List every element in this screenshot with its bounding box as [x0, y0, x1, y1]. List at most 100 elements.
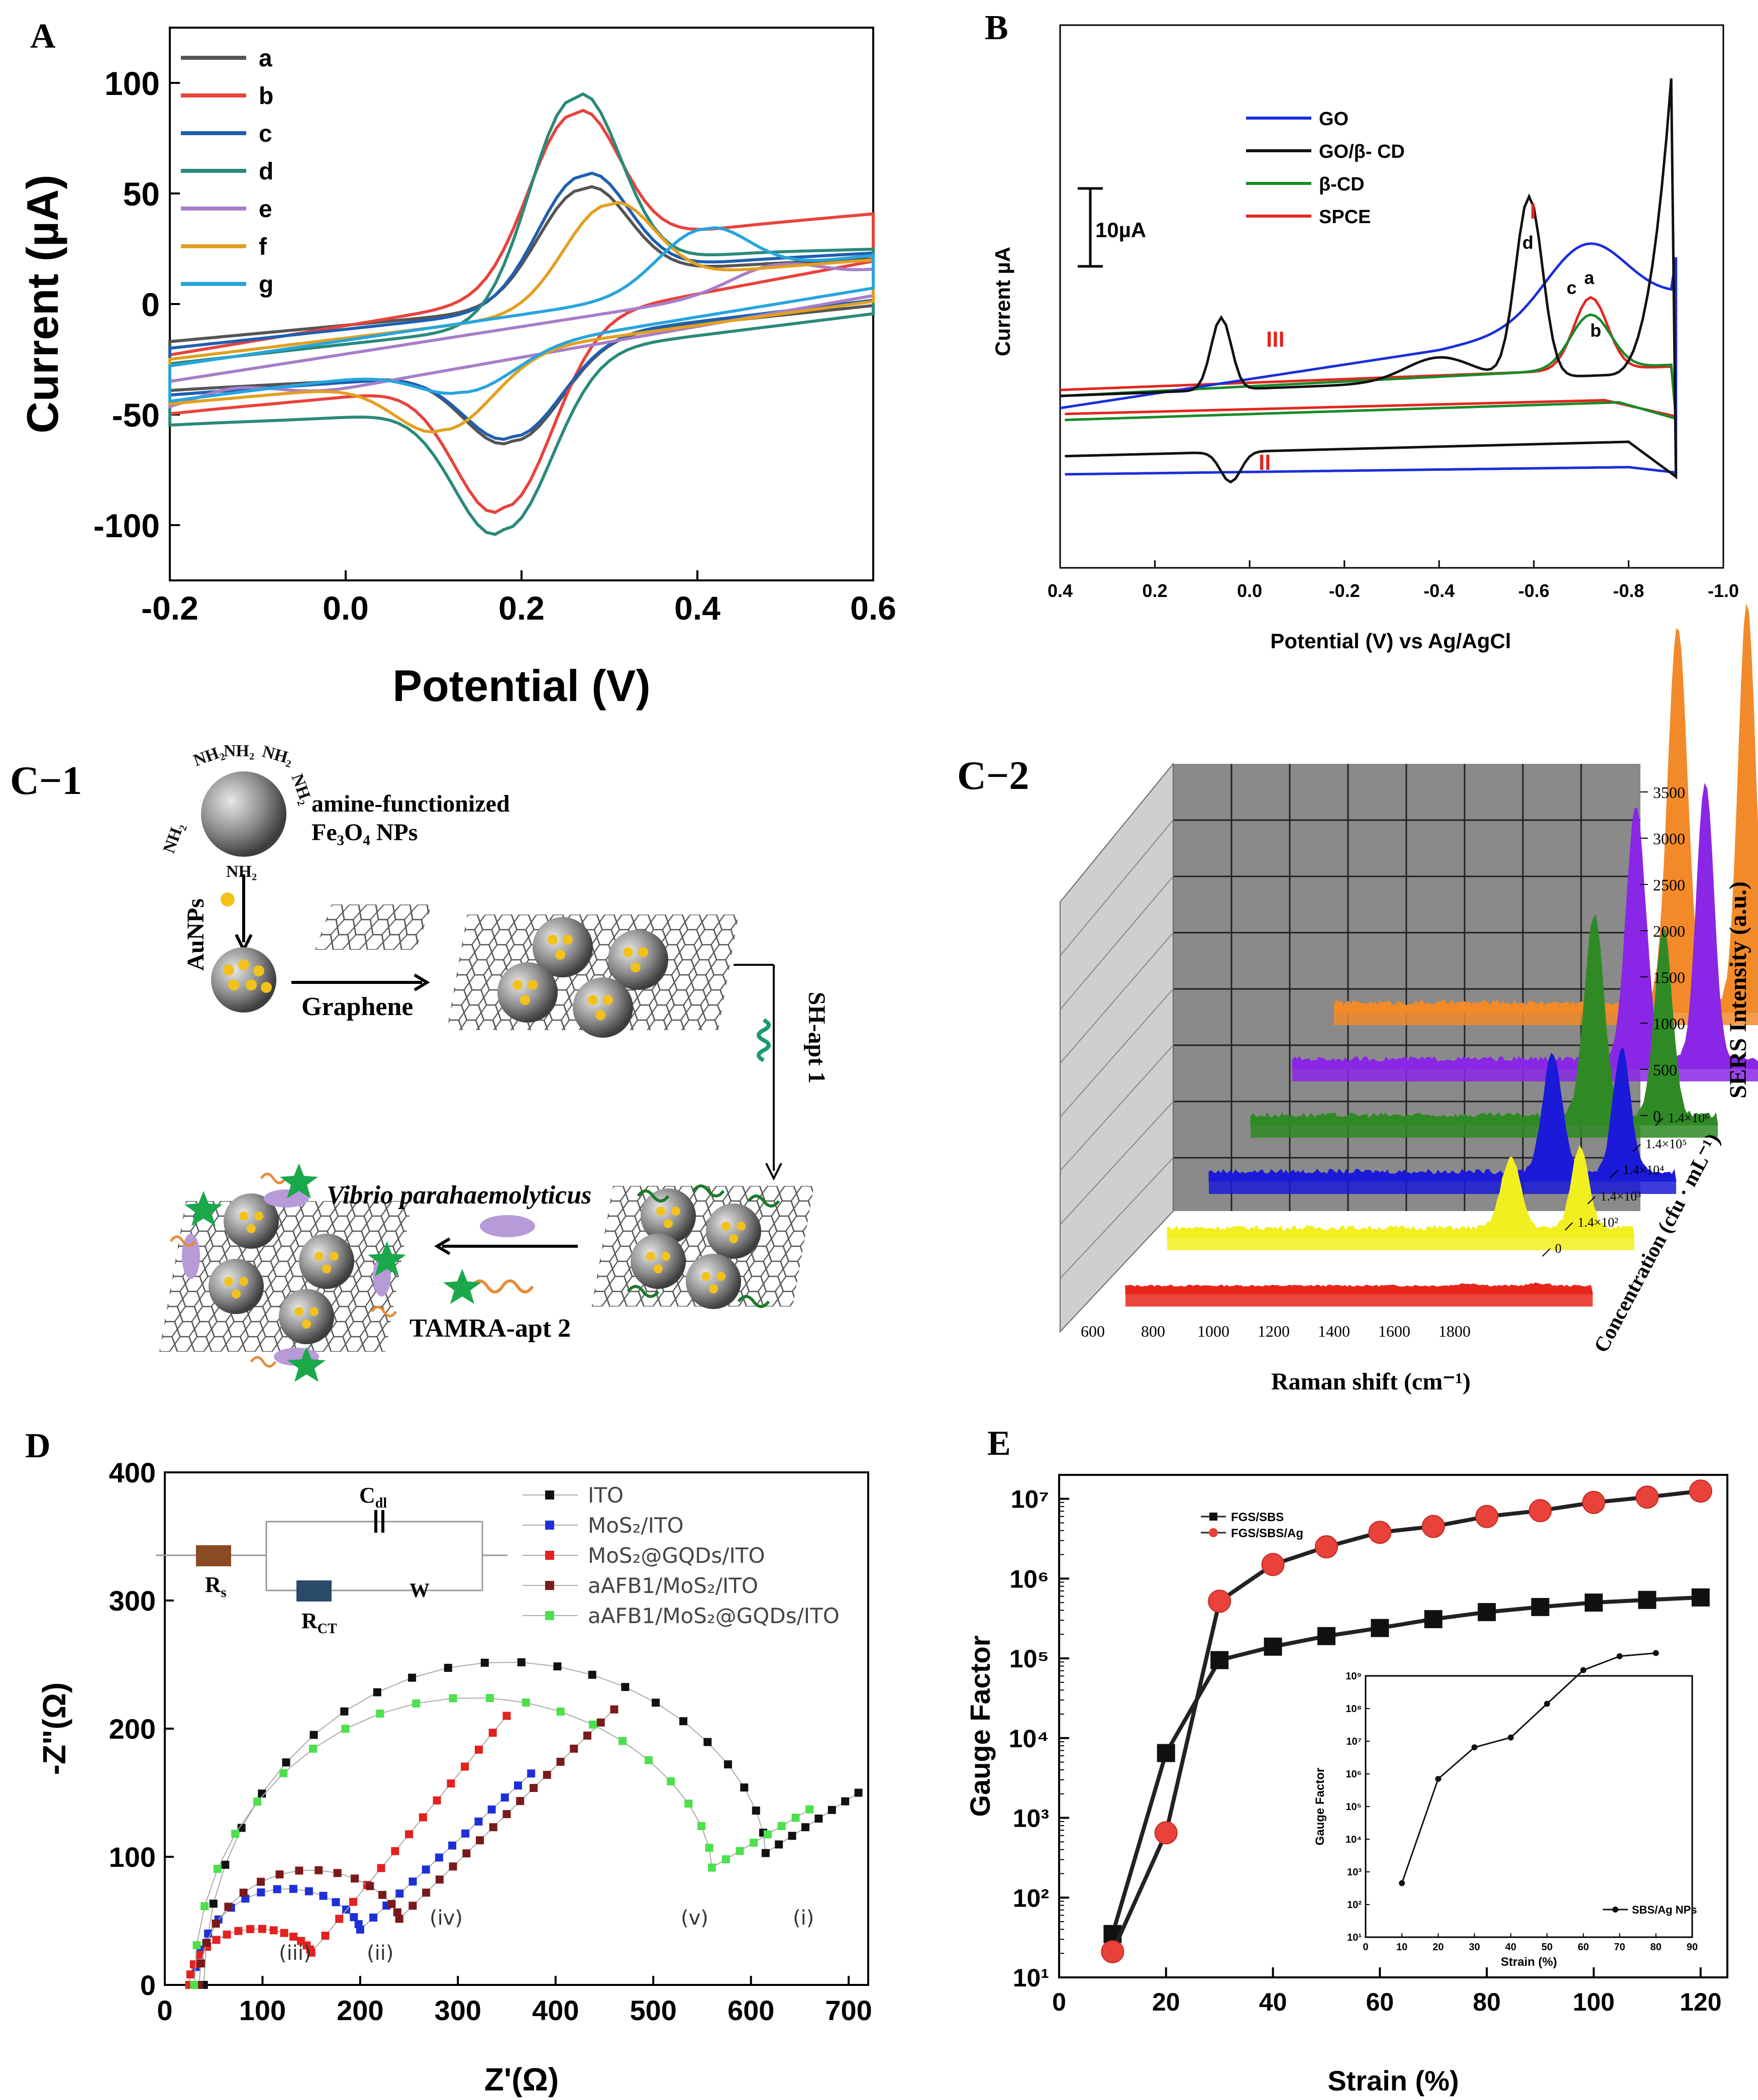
panel-d-point: [253, 1797, 262, 1806]
panel-d-point: [513, 1781, 522, 1790]
panel-d-point: [231, 1830, 240, 1838]
panel-a-legend-label-f: f: [259, 234, 267, 260]
panel-e-inset-legend: SBS/Ag NPs: [1603, 1904, 1697, 1916]
circuit-warburg-label: W: [409, 1579, 430, 1602]
panel-e-x-axis: 0 20 40 60 80 100 120: [1052, 1967, 1722, 2016]
panel-d-point: [488, 1729, 497, 1737]
panel-d-point: [366, 1882, 374, 1890]
panel-d-point: [516, 1797, 525, 1806]
panel-d-point: [556, 1757, 565, 1766]
panel-e-y-label: Gauge Factor: [964, 1636, 996, 1817]
panel-d-point: [282, 1758, 290, 1767]
panel-a-curves: [168, 92, 875, 536]
curve-tag-i: (i): [793, 1907, 814, 1930]
panel-d-point: [269, 1926, 278, 1935]
panel-d-point: [196, 1959, 205, 1968]
sers-y-tick-label: 1000: [1653, 1015, 1685, 1033]
inset-x-tick-label: 40: [1505, 1942, 1516, 1953]
panel-a-y-tick-label: 50: [123, 175, 160, 213]
panel-b-x-tick-label: -0.4: [1423, 580, 1455, 601]
sers-x-label: Raman shift (cm⁻¹): [1271, 1368, 1471, 1395]
panel-d-point: [814, 1814, 823, 1823]
panel-d-y-tick-label: 400: [109, 1457, 156, 1488]
panel-d-point: [553, 1662, 562, 1671]
inset-y-tick-label: 10⁹: [1346, 1671, 1362, 1682]
panel-d-point: [257, 1877, 265, 1886]
sers-left-grid-line: [1060, 876, 1174, 1010]
panel-d-point: [476, 1836, 484, 1845]
sers-x-tick-label: 1400: [1318, 1322, 1350, 1340]
panel-a-y-tick-label: -100: [93, 507, 160, 544]
panel-e-point-square: [1691, 1588, 1710, 1607]
panel-a-label: A: [30, 17, 56, 56]
panel-d-point: [487, 1805, 496, 1814]
panel-d-point: [705, 1844, 713, 1852]
panel-d-point: [257, 1888, 265, 1896]
panel-a-x-tick-label: -0.2: [141, 589, 198, 627]
panel-d-point: [246, 1925, 255, 1933]
panel-e-legend-swatch: [1209, 1513, 1217, 1521]
graphene-composite-2: [591, 1184, 814, 1309]
panel-e-point-square: [1638, 1590, 1657, 1609]
panel-a-y-axis: -100 -50 0 50 100: [93, 65, 180, 544]
panel-b-x-tick-label: 0.4: [1048, 580, 1073, 601]
panel-d-point: [190, 1981, 198, 1989]
np-label-line1: amine-functionized: [312, 790, 510, 817]
sers-y-tick-label: 1500: [1653, 968, 1685, 986]
panel-d-y-tick-label: 100: [109, 1841, 156, 1873]
panel-d-x-tick-label: 600: [728, 1994, 774, 2026]
panel-e-point-square: [1264, 1637, 1282, 1656]
panel-a-y-label: Current (µA): [18, 174, 67, 433]
panel-d-y-axis: 0 100 200 300 400: [109, 1457, 174, 2001]
panel-d-point: [589, 1720, 597, 1729]
panel-a-cv-chart: A -100 -50 0 50 100 -0.2 0.0 0.2 0.4 0.6 abcdefg…: [18, 17, 896, 711]
panel-d-legend-swatch: [545, 1521, 554, 1530]
sers-y-tick-label: 500: [1653, 1061, 1677, 1079]
inset-x-tick-label: 50: [1541, 1942, 1553, 1953]
panel-a-y-tick-label: -50: [112, 396, 160, 434]
au-dots-group: [223, 959, 272, 993]
panel-d-point: [319, 1891, 328, 1900]
svg-text:NH₂: NH₂: [226, 862, 257, 881]
panel-d-point: [500, 1793, 509, 1802]
panel-d-point: [703, 1738, 712, 1746]
curve-tag-iv: (iv): [430, 1907, 463, 1930]
panel-d-point: [289, 1884, 297, 1893]
equivalent-circuit: Cdl Rs RCT W: [156, 1483, 507, 1637]
panel-d-point: [408, 1902, 417, 1910]
panel-d-point: [212, 1936, 221, 1944]
panel-e-legend-label: FGS/SBS: [1231, 1511, 1284, 1524]
inset-series-line: [1401, 1652, 1656, 1883]
inset-point: [1507, 1734, 1514, 1741]
panel-e-x-tick-label: 0: [1052, 1988, 1066, 2016]
panel-d-point: [583, 1731, 591, 1740]
sers-z-tick: [1632, 1144, 1641, 1152]
panel-d-point: [200, 1902, 209, 1911]
panel-d-point: [321, 1932, 330, 1940]
panel-b-peak-label-3: III: [1266, 327, 1285, 352]
panel-e-legend: FGS/SBS FGS/SBS/Ag: [1201, 1511, 1303, 1540]
panel-d-legend-label: MoS₂/ITO: [588, 1513, 684, 1538]
panel-e-point-circle: [1582, 1490, 1605, 1514]
panel-d-legend-swatch: [545, 1581, 554, 1590]
sers-left-grid-line: [1060, 820, 1174, 956]
panel-e-x-tick-label: 60: [1366, 1988, 1394, 2016]
sers-spectrum-base-3: [1251, 1125, 1718, 1138]
panel-b-curves: [1060, 78, 1678, 484]
panel-d-point: [788, 1832, 796, 1840]
sers-spectrum-0: [1125, 1282, 1593, 1294]
panel-d-point: [189, 1960, 198, 1968]
panel-a-y-tick-label: 100: [105, 65, 160, 102]
sers-z-tick-label: 1.4×10⁵: [1645, 1137, 1687, 1151]
aunp-dot: [221, 892, 235, 907]
inset-y-tick-label: 10⁸: [1346, 1704, 1362, 1715]
panel-d-point: [224, 1903, 233, 1911]
inset-point: [1399, 1880, 1405, 1886]
panel-b-x-tick-label: -0.8: [1613, 580, 1644, 601]
panel-e-point-circle: [1689, 1479, 1712, 1503]
inset-y-tick-label: 10⁵: [1346, 1802, 1362, 1813]
panel-d-point: [376, 1710, 384, 1718]
panel-d-x-tick-label: 700: [825, 1994, 872, 2026]
panel-e-point-square: [1157, 1744, 1175, 1762]
panel-b-scale-bar: 10µA: [1078, 187, 1146, 268]
